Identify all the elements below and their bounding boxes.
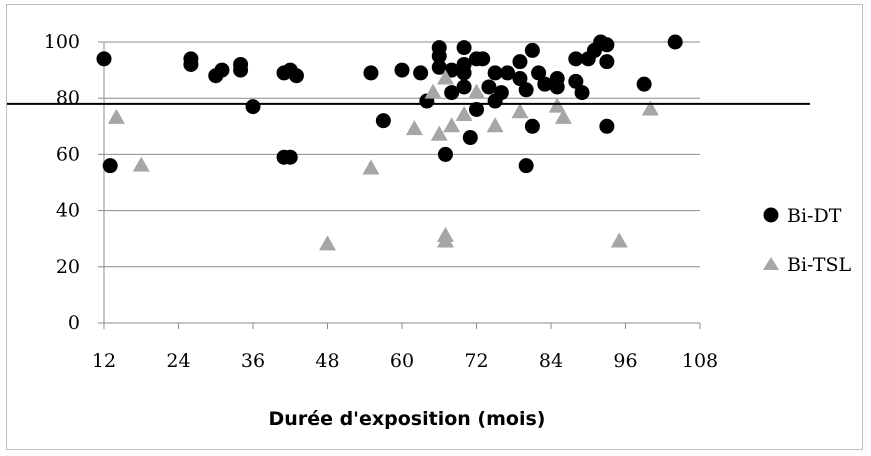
point-bi-tsl bbox=[436, 232, 454, 248]
point-bi-tsl bbox=[468, 83, 485, 99]
point-bi-dt bbox=[96, 51, 112, 67]
point-bi-tsl bbox=[430, 125, 448, 141]
point-bi-dt bbox=[431, 59, 447, 75]
point-bi-tsl bbox=[511, 103, 529, 119]
point-bi-dt bbox=[531, 65, 547, 81]
point-bi-dt bbox=[363, 65, 379, 81]
point-bi-dt bbox=[462, 130, 478, 146]
legend-marker-bi-tsl bbox=[763, 257, 779, 270]
chart-frame: 0 20 40 60 80 100 12 24 36 48 60 72 84 96 108 Durée d… bbox=[6, 4, 863, 450]
y-tick-label-40: 40 bbox=[56, 200, 80, 222]
point-bi-dt bbox=[102, 158, 118, 174]
point-bi-dt bbox=[456, 65, 472, 81]
point-bi-dt bbox=[667, 34, 683, 50]
legend: Bi-DT Bi-TSL bbox=[763, 205, 851, 276]
point-bi-dt bbox=[214, 62, 230, 78]
point-bi-dt bbox=[568, 51, 584, 67]
y-tick-label-20: 20 bbox=[56, 256, 80, 278]
point-bi-dt bbox=[493, 85, 509, 101]
point-bi-dt bbox=[512, 71, 528, 87]
point-bi-dt bbox=[512, 54, 528, 70]
point-bi-tsl bbox=[107, 108, 125, 124]
x-tick-label-96: 96 bbox=[613, 350, 637, 372]
point-bi-tsl bbox=[436, 69, 454, 85]
scatter-chart: 0 20 40 60 80 100 12 24 36 48 60 72 84 96 108 Durée d… bbox=[7, 31, 851, 430]
point-bi-tsl bbox=[554, 108, 572, 124]
point-bi-dt bbox=[183, 56, 199, 72]
point-bi-dt bbox=[518, 82, 534, 98]
point-bi-dt bbox=[456, 79, 472, 95]
point-bi-dt bbox=[282, 149, 298, 165]
point-bi-tsl bbox=[405, 120, 423, 136]
point-bi-tsl bbox=[548, 97, 566, 113]
point-bi-dt bbox=[599, 118, 615, 134]
point-bi-tsl bbox=[424, 83, 442, 99]
x-tick-labels: 12 24 36 48 60 72 84 96 108 bbox=[92, 350, 718, 372]
point-bi-tsl bbox=[455, 106, 473, 122]
point-bi-tsl bbox=[443, 117, 461, 133]
legend-marker-bi-dt bbox=[763, 207, 779, 223]
x-tick-label-36: 36 bbox=[241, 350, 265, 372]
gridlines bbox=[104, 41, 700, 268]
x-tick-label-60: 60 bbox=[390, 350, 414, 372]
point-bi-dt bbox=[524, 42, 540, 58]
y-tick-label-80: 80 bbox=[56, 87, 80, 109]
point-bi-dt bbox=[636, 76, 652, 92]
legend-label-bi-tsl: Bi-TSL bbox=[787, 254, 851, 276]
x-tick-label-12: 12 bbox=[92, 350, 116, 372]
y-tick-labels: 0 20 40 60 80 100 bbox=[44, 31, 80, 334]
point-bi-dt bbox=[456, 40, 472, 56]
point-bi-dt bbox=[394, 62, 410, 78]
legend-label-bi-dt: Bi-DT bbox=[787, 205, 842, 227]
x-axis-title: Durée d'exposition (mois) bbox=[269, 408, 546, 430]
x-tick-label-108: 108 bbox=[682, 350, 718, 372]
point-bi-dt bbox=[549, 79, 565, 95]
point-bi-dt bbox=[437, 146, 453, 162]
point-bi-tsl bbox=[362, 159, 380, 175]
point-bi-dt bbox=[574, 85, 590, 101]
point-bi-tsl bbox=[486, 117, 504, 133]
point-bi-tsl bbox=[319, 235, 336, 251]
point-bi-dt bbox=[487, 65, 503, 81]
point-bi-dt bbox=[568, 73, 584, 89]
point-bi-dt bbox=[500, 65, 516, 81]
point-bi-dt bbox=[599, 54, 615, 70]
point-bi-tsl bbox=[641, 100, 659, 116]
point-bi-dt bbox=[288, 68, 304, 84]
y-tick-label-0: 0 bbox=[68, 312, 80, 334]
data-points bbox=[96, 34, 683, 251]
point-bi-dt bbox=[444, 62, 460, 78]
y-tick-label-100: 100 bbox=[44, 31, 80, 53]
point-bi-dt bbox=[431, 48, 447, 64]
x-tick-label-72: 72 bbox=[464, 350, 488, 372]
point-bi-tsl bbox=[610, 232, 628, 248]
x-tick-label-84: 84 bbox=[539, 350, 563, 372]
point-bi-dt bbox=[599, 37, 615, 53]
point-bi-tsl bbox=[132, 156, 150, 172]
point-bi-dt bbox=[444, 85, 460, 101]
point-bi-dt bbox=[413, 65, 429, 81]
point-bi-dt bbox=[375, 113, 391, 129]
point-bi-dt bbox=[245, 99, 261, 115]
point-bi-dt bbox=[524, 118, 540, 134]
x-tick-label-24: 24 bbox=[166, 350, 190, 372]
y-tick-label-60: 60 bbox=[56, 143, 80, 165]
point-bi-dt bbox=[233, 62, 249, 78]
point-bi-dt bbox=[518, 158, 534, 174]
x-tick-label-48: 48 bbox=[315, 350, 339, 372]
point-bi-dt bbox=[537, 76, 553, 92]
point-bi-dt bbox=[469, 101, 484, 117]
point-bi-dt bbox=[475, 51, 491, 67]
point-bi-dt bbox=[481, 79, 497, 95]
axes bbox=[98, 41, 701, 329]
